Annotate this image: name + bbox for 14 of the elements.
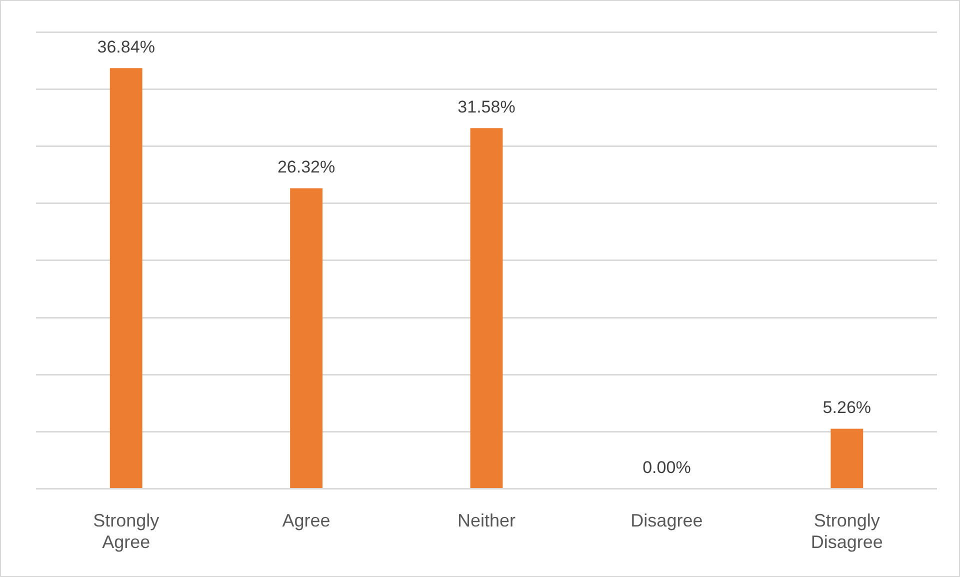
bar (290, 188, 323, 488)
data-label: 26.32% (277, 157, 336, 176)
bar (830, 428, 864, 488)
x-tick-label: Strongly Agree (93, 510, 160, 552)
bar (470, 128, 503, 488)
data-label: 5.26% (822, 398, 871, 417)
x-tick-label: Disagree (630, 510, 703, 531)
data-label: 31.58% (458, 97, 516, 116)
data-label: 36.84% (97, 37, 155, 56)
x-tick-label: Strongly Disagree (810, 510, 883, 552)
x-tick-label: Neither (457, 510, 516, 531)
bar (110, 68, 142, 488)
x-tick-label: Agree (282, 510, 330, 531)
data-label: 0.00% (642, 458, 691, 477)
